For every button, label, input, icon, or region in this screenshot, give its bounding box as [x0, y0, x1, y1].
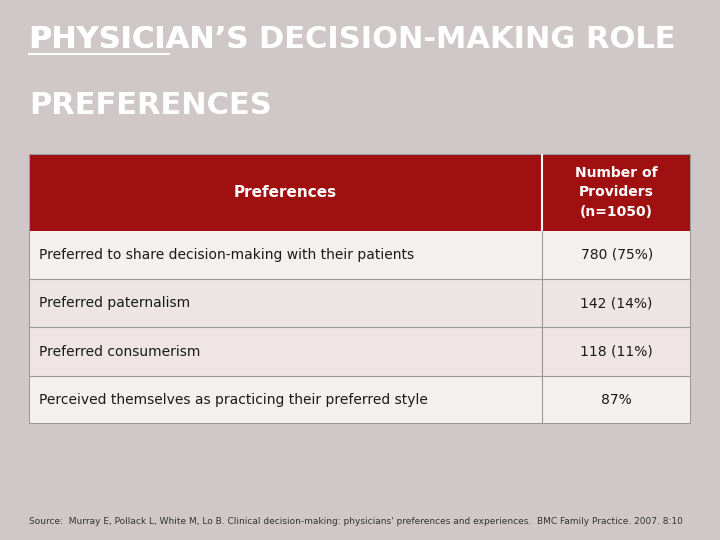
Text: 118 (11%): 118 (11%) [580, 345, 653, 359]
Text: Preferred consumerism: Preferred consumerism [39, 345, 200, 359]
Text: PREFERENCES: PREFERENCES [29, 91, 271, 120]
Text: 780 (75%): 780 (75%) [580, 248, 653, 262]
Text: PHYSICIAN’S: PHYSICIAN’S [29, 25, 248, 54]
Text: Source:  Murray E, Pollack L, White M, Lo B. Clinical decision-making: physician: Source: Murray E, Pollack L, White M, Lo… [29, 517, 683, 525]
Text: PHYSICIAN’S: PHYSICIAN’S [29, 25, 248, 54]
Bar [29, 376, 691, 424]
Text: Perceived themselves as practicing their preferred style: Perceived themselves as practicing their… [39, 393, 428, 407]
Bar [29, 154, 691, 231]
Text: 87%: 87% [601, 393, 632, 407]
Text: Preferred to share decision-making with their patients: Preferred to share decision-making with … [39, 248, 414, 262]
Text: Preferred paternalism: Preferred paternalism [39, 296, 190, 310]
Text: 142 (14%): 142 (14%) [580, 296, 653, 310]
Bar [29, 231, 691, 279]
Bar [29, 279, 691, 327]
Text: Number of
Providers
(n=1050): Number of Providers (n=1050) [575, 166, 658, 219]
Text: Preferences: Preferences [234, 185, 337, 200]
Text: PHYSICIAN’S DECISION-MAKING ROLE: PHYSICIAN’S DECISION-MAKING ROLE [29, 25, 675, 54]
Bar [29, 327, 691, 376]
